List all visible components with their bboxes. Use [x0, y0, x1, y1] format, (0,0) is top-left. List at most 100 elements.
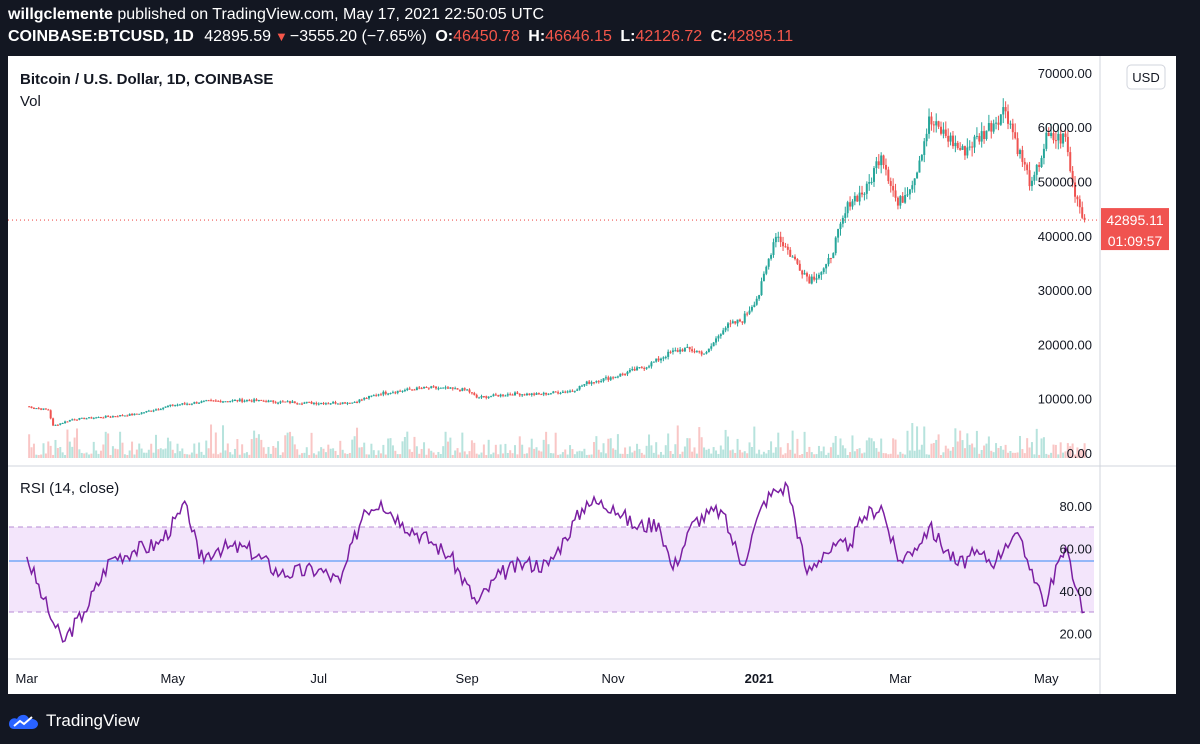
- volume-bar: [528, 447, 531, 458]
- candle-body: [782, 242, 785, 247]
- candle-body: [571, 390, 574, 392]
- candle-body: [1059, 133, 1062, 144]
- volume-bar: [413, 436, 416, 458]
- volume-bar: [425, 454, 428, 458]
- candle-body: [513, 392, 516, 396]
- volume-bar: [272, 445, 275, 458]
- volume-bar: [813, 454, 816, 458]
- currency-badge[interactable]: USD: [1126, 64, 1166, 90]
- volume-bar: [320, 447, 323, 458]
- candle-body: [487, 396, 490, 398]
- candle-body: [296, 403, 299, 405]
- volume-bar: [583, 448, 586, 458]
- candle-body: [858, 192, 861, 202]
- volume-bar: [152, 452, 155, 458]
- volume-bar: [222, 425, 225, 458]
- candle-body: [971, 146, 974, 148]
- candle-body: [633, 368, 636, 371]
- time-axis-ticks: Mar May Jul Sep Nov 2021 Mar May: [16, 671, 1060, 686]
- volume-bar: [861, 453, 864, 458]
- author-name[interactable]: willgclemente: [8, 6, 113, 23]
- volume-bar: [801, 454, 804, 458]
- volume-bar: [442, 446, 445, 458]
- candle-body: [899, 196, 902, 206]
- volume-bar: [56, 448, 59, 458]
- tradingview-branding[interactable]: TradingView: [8, 708, 140, 734]
- candle-body: [621, 373, 624, 375]
- candle-body: [162, 407, 165, 410]
- volume-bar: [872, 441, 875, 458]
- volume-bar: [186, 454, 189, 458]
- candle-body: [851, 201, 854, 207]
- volume-bar: [308, 454, 311, 458]
- candle-body: [245, 400, 248, 402]
- candle-body: [418, 387, 421, 389]
- chart-area[interactable]: 70000.00 60000.00 50000.00 40000.00 30000.00…: [8, 56, 1176, 694]
- candle-body: [700, 351, 703, 355]
- candle-body: [210, 400, 213, 402]
- candle-body: [171, 404, 174, 406]
- volume-bar: [310, 432, 313, 458]
- candle-body: [925, 133, 928, 142]
- volume-bar: [487, 439, 490, 458]
- candle-body: [975, 135, 978, 137]
- volume-bar: [210, 424, 213, 458]
- candle-body: [1069, 152, 1072, 172]
- volume-bar: [906, 430, 909, 458]
- volume-bar: [131, 441, 134, 458]
- volume-bar: [411, 451, 414, 458]
- volume-bar: [995, 443, 998, 458]
- candle-body: [131, 414, 134, 416]
- volume-bar: [123, 454, 126, 458]
- chart-canvas[interactable]: 70000.00 60000.00 50000.00 40000.00 30000.00…: [8, 56, 1176, 694]
- candle-body: [784, 246, 787, 248]
- candle-body: [987, 123, 990, 131]
- volume-bar: [1018, 435, 1021, 458]
- price-tick-label: 60000.00: [1038, 120, 1092, 135]
- volume-bar: [916, 426, 919, 458]
- candle-body: [928, 116, 931, 134]
- volume-bar: [655, 442, 658, 458]
- candle-body: [104, 415, 107, 418]
- candle-body: [80, 417, 83, 419]
- candle-body: [59, 423, 62, 425]
- candle-body: [631, 368, 634, 370]
- volume-bar: [284, 435, 287, 458]
- volume-bar: [296, 449, 299, 458]
- time-tick-label: May: [1034, 671, 1059, 686]
- volume-bar: [59, 446, 62, 458]
- down-triangle-icon: ▼: [274, 29, 288, 44]
- time-tick-label: Mar: [889, 671, 912, 686]
- volume-bar: [870, 438, 873, 458]
- candle-body: [341, 402, 344, 404]
- volume-bar: [727, 436, 729, 458]
- volume-bar: [746, 453, 749, 458]
- volume-bar: [736, 438, 739, 458]
- volume-bar: [257, 434, 260, 458]
- volume-bar: [518, 436, 521, 458]
- volume-bar: [849, 452, 852, 458]
- rsi-tick-label: 80.00: [1059, 499, 1092, 514]
- candle-body: [178, 404, 181, 406]
- volume-bar: [147, 449, 150, 458]
- volume-bar: [559, 454, 562, 458]
- volume-bar: [391, 445, 394, 458]
- volume-bar: [765, 453, 768, 458]
- volume-bar: [899, 451, 902, 458]
- volume-bar: [784, 453, 787, 458]
- volume-bar: [700, 437, 703, 458]
- volume-bar: [983, 445, 986, 458]
- volume-bar: [686, 438, 689, 458]
- candle-body: [286, 401, 289, 403]
- candle-body: [250, 400, 253, 402]
- candle-body: [1007, 111, 1010, 124]
- volume-bar: [681, 451, 684, 458]
- volume-bar: [971, 443, 974, 458]
- candle-body: [648, 366, 651, 368]
- volume-bar: [348, 452, 351, 458]
- volume-bar: [403, 436, 406, 458]
- price-candles: [28, 98, 1086, 427]
- candle-body: [217, 400, 220, 402]
- volume-bar: [370, 443, 373, 458]
- candle-body: [267, 400, 270, 403]
